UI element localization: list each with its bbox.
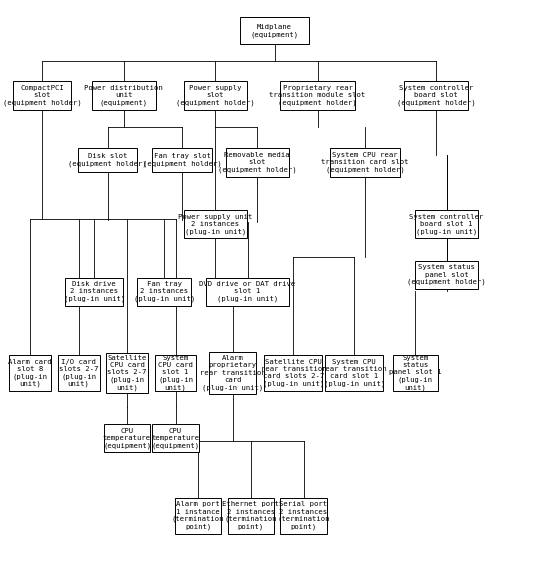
FancyBboxPatch shape — [206, 277, 289, 305]
FancyBboxPatch shape — [264, 355, 322, 391]
Text: Alarm port
1 instance
(termination
point): Alarm port 1 instance (termination point… — [172, 502, 225, 530]
FancyBboxPatch shape — [281, 81, 355, 110]
FancyBboxPatch shape — [92, 81, 155, 110]
FancyBboxPatch shape — [394, 355, 438, 391]
FancyBboxPatch shape — [239, 18, 310, 45]
Text: Removable media
slot
(equipment holder): Removable media slot (equipment holder) — [218, 152, 296, 173]
Text: Power supply unit
2 instances
(plug-in unit): Power supply unit 2 instances (plug-in u… — [178, 214, 253, 235]
FancyBboxPatch shape — [9, 355, 51, 391]
FancyBboxPatch shape — [104, 424, 150, 452]
FancyBboxPatch shape — [228, 498, 274, 534]
FancyBboxPatch shape — [175, 498, 221, 534]
FancyBboxPatch shape — [415, 210, 478, 239]
Text: System controller
board slot 1
(plug-in unit): System controller board slot 1 (plug-in … — [410, 214, 484, 235]
FancyBboxPatch shape — [137, 277, 191, 305]
FancyBboxPatch shape — [153, 148, 211, 172]
FancyBboxPatch shape — [13, 81, 71, 110]
Text: I/O card
slots 2-7
(plug-in
unit): I/O card slots 2-7 (plug-in unit) — [59, 359, 98, 387]
FancyBboxPatch shape — [183, 81, 247, 110]
Text: Fan tray slot
(equipment holder): Fan tray slot (equipment holder) — [143, 153, 221, 167]
Text: Power supply
slot
(equipment holder): Power supply slot (equipment holder) — [176, 85, 255, 106]
FancyBboxPatch shape — [183, 210, 247, 239]
FancyBboxPatch shape — [154, 355, 197, 391]
Text: Ethernet port
2 instances
(termination
point): Ethernet port 2 instances (termination p… — [222, 502, 279, 530]
Text: System CPU
rear transition
card slot 1
(plug-in unit): System CPU rear transition card slot 1 (… — [321, 359, 387, 387]
Text: Fan tray
2 instances
(plug-in unit): Fan tray 2 instances (plug-in unit) — [133, 281, 195, 302]
Text: System
status
panel slot 1
(plug-in
unit): System status panel slot 1 (plug-in unit… — [389, 355, 442, 391]
Text: Disk slot
(equipment holder): Disk slot (equipment holder) — [68, 153, 147, 167]
FancyBboxPatch shape — [226, 148, 289, 177]
FancyBboxPatch shape — [78, 148, 137, 172]
Text: System status
panel slot
(equipment holder): System status panel slot (equipment hold… — [407, 264, 486, 285]
Text: Satellite CPU
rear transition
card slots 2-7
(plug-in unit): Satellite CPU rear transition card slots… — [261, 359, 326, 387]
FancyBboxPatch shape — [281, 498, 327, 534]
FancyBboxPatch shape — [106, 353, 148, 393]
FancyBboxPatch shape — [415, 261, 478, 289]
Text: System
CPU card
slot 1
(plug-in
unit): System CPU card slot 1 (plug-in unit) — [158, 355, 193, 391]
Text: Disk drive
2 instances
(plug-in unit): Disk drive 2 instances (plug-in unit) — [64, 281, 125, 302]
Text: System controller
board slot
(equipment holder): System controller board slot (equipment … — [396, 85, 475, 106]
Text: CPU
temperature
(equipment): CPU temperature (equipment) — [103, 428, 151, 449]
Text: Midplane
(equipment): Midplane (equipment) — [250, 24, 299, 38]
Text: Proprietary rear
transition module slot
(equipment holder): Proprietary rear transition module slot … — [270, 85, 366, 106]
Text: Serial port
2 instances
(termination
point): Serial port 2 instances (termination poi… — [277, 502, 330, 530]
Text: Satellite
CPU card
slots 2-7
(plug-in
unit): Satellite CPU card slots 2-7 (plug-in un… — [108, 355, 147, 391]
FancyBboxPatch shape — [58, 355, 99, 391]
Text: Alarm card
slot 8
(plug-in
unit): Alarm card slot 8 (plug-in unit) — [8, 359, 52, 387]
Text: Power distribution
unit
(equipment): Power distribution unit (equipment) — [85, 85, 163, 106]
Text: CompactPCI
slot
(equipment holder): CompactPCI slot (equipment holder) — [3, 85, 81, 106]
Text: CPU
temperature
(equipment): CPU temperature (equipment) — [152, 428, 200, 449]
FancyBboxPatch shape — [404, 81, 468, 110]
FancyBboxPatch shape — [153, 424, 199, 452]
Text: Alarm
proprietary
rear transition
card
(plug-in unit): Alarm proprietary rear transition card (… — [200, 355, 265, 391]
FancyBboxPatch shape — [330, 148, 400, 177]
Text: DVD drive or DAT drive
slot 1
(plug-in unit): DVD drive or DAT drive slot 1 (plug-in u… — [199, 281, 296, 302]
FancyBboxPatch shape — [209, 352, 256, 394]
FancyBboxPatch shape — [65, 277, 124, 305]
FancyBboxPatch shape — [325, 355, 383, 391]
Text: System CPU rear
transition card slot
(equipment holder): System CPU rear transition card slot (eq… — [321, 152, 408, 173]
